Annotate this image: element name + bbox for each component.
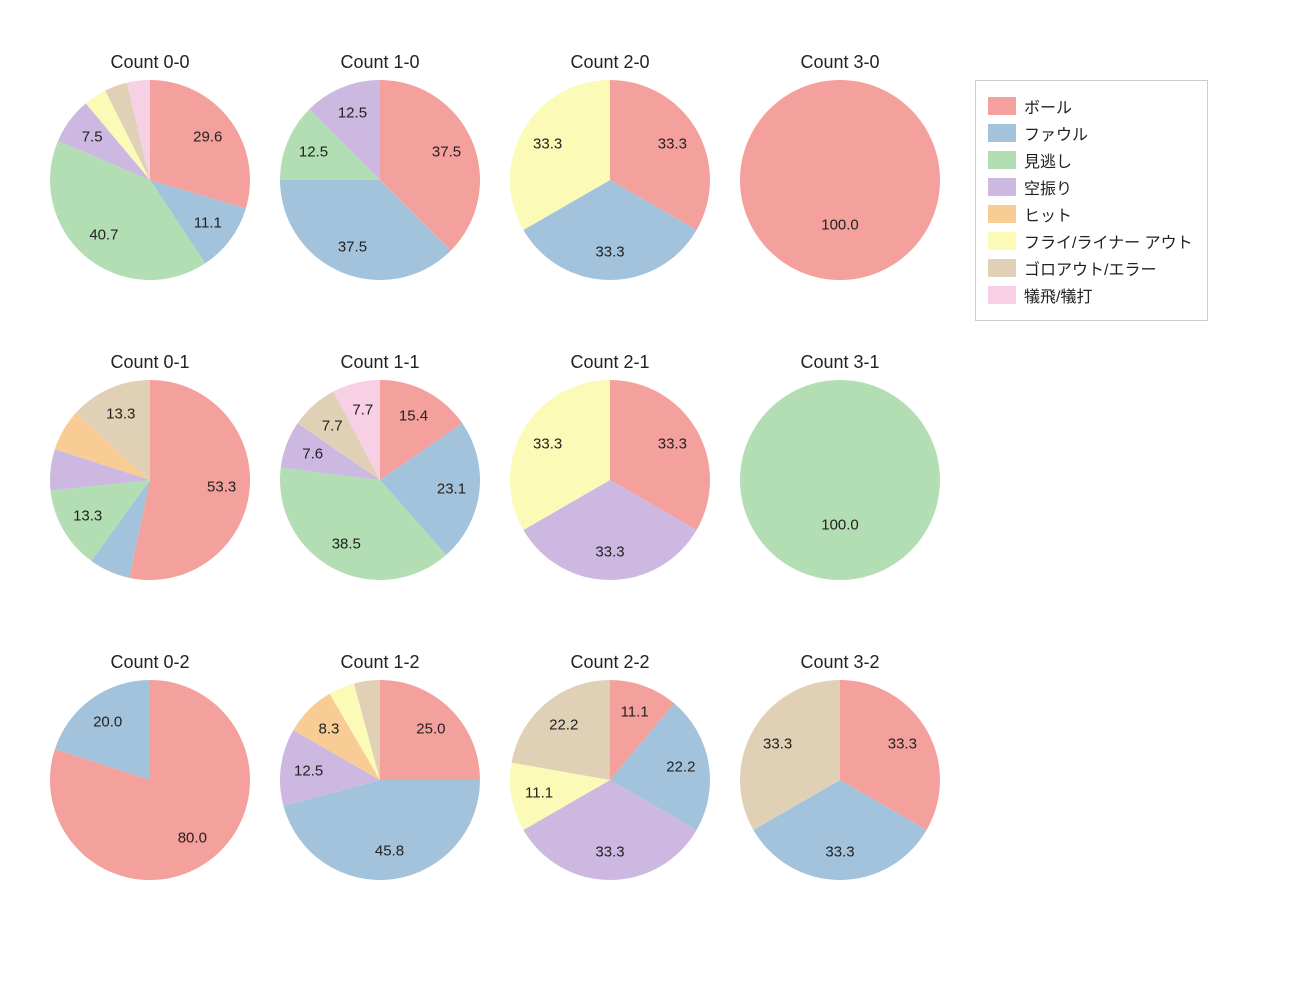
pie-slice-label: 33.3 <box>658 136 687 153</box>
pie-slice-label: 13.3 <box>106 406 135 423</box>
legend-label: ゴロアウト/エラー <box>1024 256 1156 280</box>
legend-swatch <box>988 205 1016 223</box>
chart-title: Count 0-2 <box>50 652 250 673</box>
pie-chart <box>48 78 252 282</box>
legend: ボールファウル見逃し空振りヒットフライ/ライナー アウトゴロアウト/エラー犠飛/… <box>975 80 1208 321</box>
pie-slice-label: 22.2 <box>549 716 578 733</box>
legend-label: 空振り <box>1024 175 1072 199</box>
pie-chart <box>278 78 482 282</box>
legend-swatch <box>988 286 1016 304</box>
legend-label: 見逃し <box>1024 148 1072 172</box>
pie-slice-label: 11.1 <box>194 214 222 231</box>
pie-slice-label: 37.5 <box>432 144 461 161</box>
pie-slice-label: 33.3 <box>533 136 562 153</box>
pie-slice-label: 80.0 <box>178 830 207 847</box>
legend-label: ボール <box>1024 94 1072 118</box>
pie-slice-label: 40.7 <box>89 227 118 244</box>
chart-title: Count 3-0 <box>740 52 940 73</box>
pie-slice-label: 7.7 <box>352 402 373 419</box>
pie-slice-label: 33.3 <box>888 736 917 753</box>
legend-label: 犠飛/犠打 <box>1024 283 1092 307</box>
legend-item: ゴロアウト/エラー <box>988 256 1193 280</box>
pie-slice-label: 15.4 <box>399 408 428 425</box>
chart-title: Count 3-2 <box>740 652 940 673</box>
pie-chart <box>48 678 252 882</box>
pie-slice-label: 33.3 <box>595 244 624 261</box>
legend-label: フライ/ライナー アウト <box>1024 229 1193 253</box>
chart-grid: Count 0-0 29.6 11.1 40.7 7.5 Count 1-0 37.5 37.… <box>0 0 1300 1000</box>
chart-title: Count 2-2 <box>510 652 710 673</box>
pie-slice-label: 20.0 <box>93 713 122 730</box>
pie-chart <box>738 378 942 582</box>
pie-slice-label: 23.1 <box>437 480 466 497</box>
legend-item: ファウル <box>988 121 1193 145</box>
chart-title: Count 2-1 <box>510 352 710 373</box>
pie-slice-label: 33.3 <box>595 844 624 861</box>
pie-slice <box>740 380 940 580</box>
pie-slice-label: 25.0 <box>416 721 445 738</box>
legend-swatch <box>988 151 1016 169</box>
pie-slice-label: 38.5 <box>332 535 361 552</box>
chart-title: Count 1-0 <box>280 52 480 73</box>
pie-slice <box>740 80 940 280</box>
chart-title: Count 1-1 <box>280 352 480 373</box>
legend-label: ヒット <box>1024 202 1072 226</box>
pie-slice-label: 12.5 <box>338 105 367 122</box>
chart-title: Count 3-1 <box>740 352 940 373</box>
pie-slice-label: 100.0 <box>821 217 859 234</box>
legend-item: フライ/ライナー アウト <box>988 229 1193 253</box>
pie-slice-label: 12.5 <box>294 762 323 779</box>
pie-slice-label: 45.8 <box>375 843 404 860</box>
pie-slice-label: 7.5 <box>82 129 103 146</box>
legend-swatch <box>988 232 1016 250</box>
pie-slice-label: 11.1 <box>525 784 553 801</box>
pie-slice-label: 7.6 <box>302 446 323 463</box>
pie-slice-label: 100.0 <box>821 517 859 534</box>
legend-swatch <box>988 124 1016 142</box>
legend-item: 見逃し <box>988 148 1193 172</box>
pie-slice-label: 33.3 <box>763 736 792 753</box>
legend-item: ヒット <box>988 202 1193 226</box>
pie-slice-label: 29.6 <box>193 128 222 145</box>
pie-slice-label: 33.3 <box>825 844 854 861</box>
pie-slice-label: 33.3 <box>595 544 624 561</box>
chart-title: Count 2-0 <box>510 52 710 73</box>
pie-chart <box>738 78 942 282</box>
legend-label: ファウル <box>1024 121 1088 145</box>
legend-item: 空振り <box>988 175 1193 199</box>
pie-slice-label: 33.3 <box>533 436 562 453</box>
pie-slice-label: 37.5 <box>338 238 367 255</box>
chart-title: Count 1-2 <box>280 652 480 673</box>
legend-swatch <box>988 178 1016 196</box>
pie-slice-label: 33.3 <box>658 436 687 453</box>
pie-slice-label: 8.3 <box>318 721 339 738</box>
pie-slice-label: 22.2 <box>666 759 695 776</box>
chart-title: Count 0-1 <box>50 352 250 373</box>
legend-swatch <box>988 259 1016 277</box>
legend-swatch <box>988 97 1016 115</box>
pie-slice-label: 53.3 <box>207 479 236 496</box>
pie-slice-label: 12.5 <box>299 144 328 161</box>
legend-item: 犠飛/犠打 <box>988 283 1193 307</box>
pie-slice-label: 13.3 <box>73 508 102 525</box>
chart-title: Count 0-0 <box>50 52 250 73</box>
pie-slice-label: 7.7 <box>322 418 343 435</box>
pie-slice-label: 11.1 <box>621 704 649 721</box>
legend-item: ボール <box>988 94 1193 118</box>
